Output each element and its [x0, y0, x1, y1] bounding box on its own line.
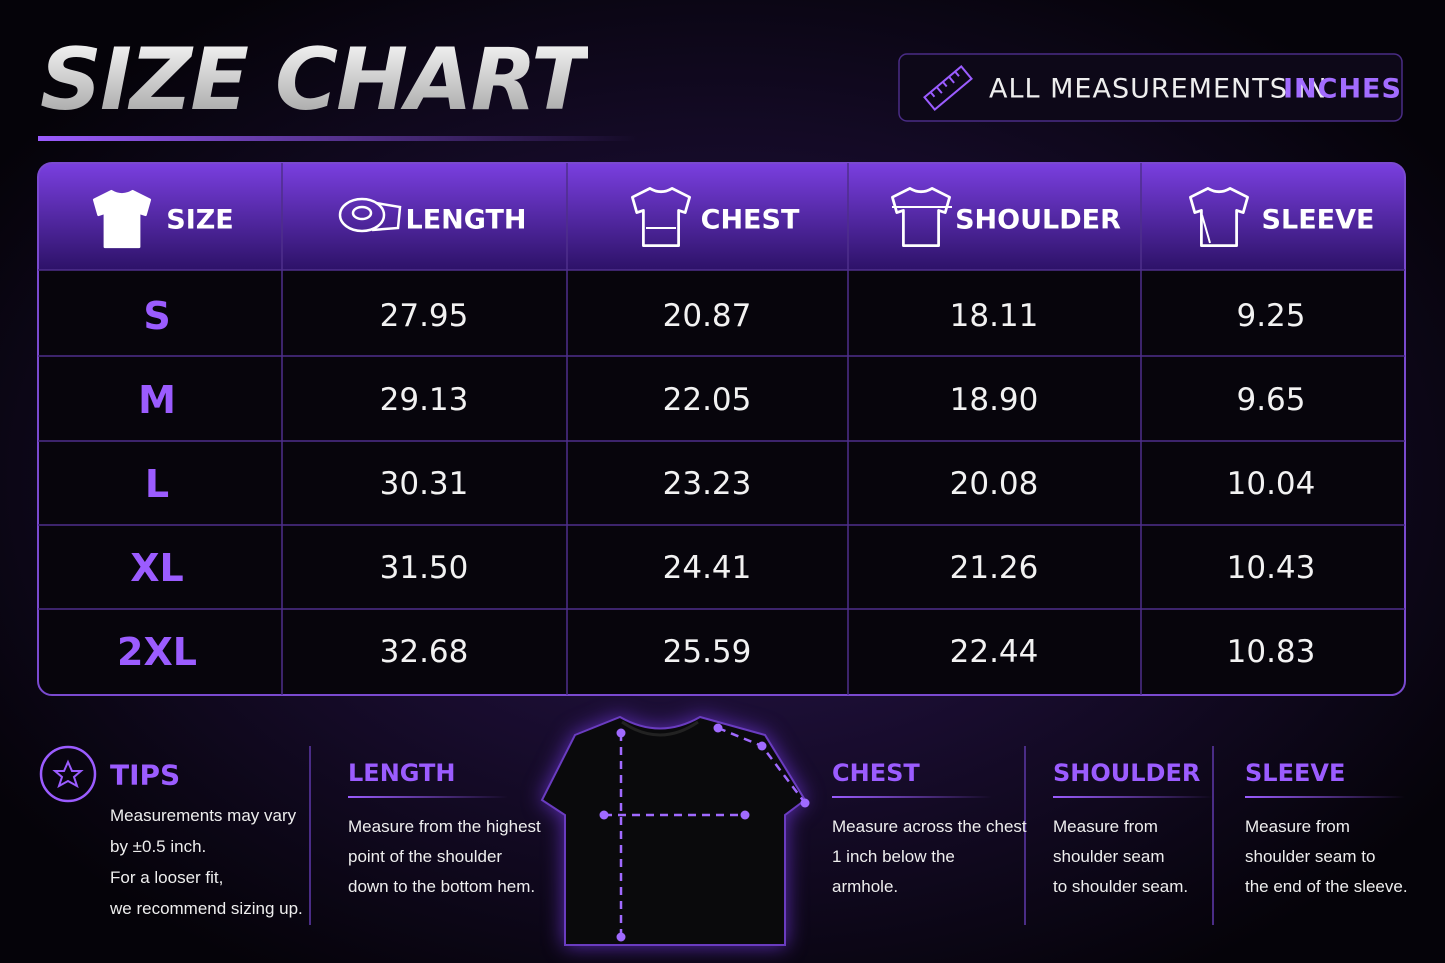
table-lines [38, 163, 1405, 695]
guide-line: down to the bottom hem. [348, 877, 536, 896]
guide-line: shoulder seam to [1245, 847, 1376, 866]
cell-value: 20.08 [949, 466, 1039, 502]
guide-title: SHOULDER [1053, 759, 1201, 787]
column-header: CHEST [700, 204, 800, 236]
cell-value: 18.90 [949, 382, 1039, 418]
tips-title: TIPS [110, 758, 181, 792]
cell-value: 25.59 [662, 634, 752, 670]
guide-title: CHEST [832, 759, 920, 787]
column-header: SIZE [166, 204, 234, 236]
guide-underline [832, 796, 992, 798]
guide-line: to shoulder seam. [1053, 877, 1189, 896]
tips-line: Measurements may vary [110, 806, 297, 825]
cell-value: 22.44 [949, 634, 1039, 670]
tips-line: we recommend sizing up. [110, 899, 303, 918]
size-label: XL [130, 546, 184, 590]
guide-line: point of the shoulder [348, 847, 503, 866]
guide-line: Measure from the highest [348, 817, 541, 836]
tips-line: For a looser fit, [110, 868, 224, 887]
guide-underline [348, 796, 508, 798]
guide-line: armhole. [832, 877, 899, 896]
cell-value: 18.11 [949, 298, 1039, 334]
cell-value: 29.13 [379, 382, 469, 418]
dividers [309, 746, 1214, 925]
guide-line: Measure across the chest [832, 817, 1027, 836]
table-border [37, 162, 1406, 696]
size-label: S [143, 294, 171, 338]
length-icon [338, 197, 402, 233]
ruler-icon [923, 65, 973, 111]
column-header: LENGTH [405, 204, 527, 236]
cell-value: 21.26 [949, 550, 1039, 586]
guide-line: Measure from [1053, 817, 1158, 836]
cell-value: 9.25 [1236, 298, 1306, 334]
tips-star [52, 759, 84, 789]
size-label: L [144, 462, 170, 506]
cell-value: 32.68 [379, 634, 469, 670]
guide-line: the end of the sleeve. [1245, 877, 1408, 896]
tips-circle [39, 745, 97, 803]
guide-title: SLEEVE [1245, 759, 1346, 787]
units: INCHES [1283, 73, 1402, 105]
column-header: SHOULDER [955, 204, 1121, 236]
cell-value: 24.41 [662, 550, 752, 586]
cell-value: 20.87 [662, 298, 752, 334]
icon-arrows [646, 206, 1211, 244]
column-header: SLEEVE [1261, 204, 1375, 236]
guide-line: shoulder seam [1053, 847, 1165, 866]
cell-value: 23.23 [662, 466, 752, 502]
title: SIZE CHART [40, 30, 590, 130]
guide-underline [1245, 796, 1405, 798]
cell-value: 10.43 [1226, 550, 1316, 586]
shirt-diagram [540, 715, 810, 946]
guide-line: 1 inch below the [832, 847, 955, 866]
guide-underline [1053, 796, 1213, 798]
cell-value: 10.83 [1226, 634, 1316, 670]
cell-value: 9.65 [1236, 382, 1306, 418]
size-label: M [138, 378, 176, 422]
tips-line: by ±0.5 inch. [110, 837, 207, 856]
cell-value: 22.05 [662, 382, 752, 418]
cell-value: 10.04 [1226, 466, 1316, 502]
units-label: ALL MEASUREMENTS IN [989, 73, 1328, 105]
size-label: 2XL [117, 630, 197, 674]
cell-value: 30.31 [379, 466, 469, 502]
guide-title: LENGTH [348, 759, 456, 787]
title-underline [38, 136, 638, 141]
units-badge [898, 53, 1403, 122]
cell-value: 31.50 [379, 550, 469, 586]
table-bg [38, 163, 1405, 695]
guide-line: Measure from [1245, 817, 1350, 836]
cell-value: 27.95 [379, 298, 469, 334]
